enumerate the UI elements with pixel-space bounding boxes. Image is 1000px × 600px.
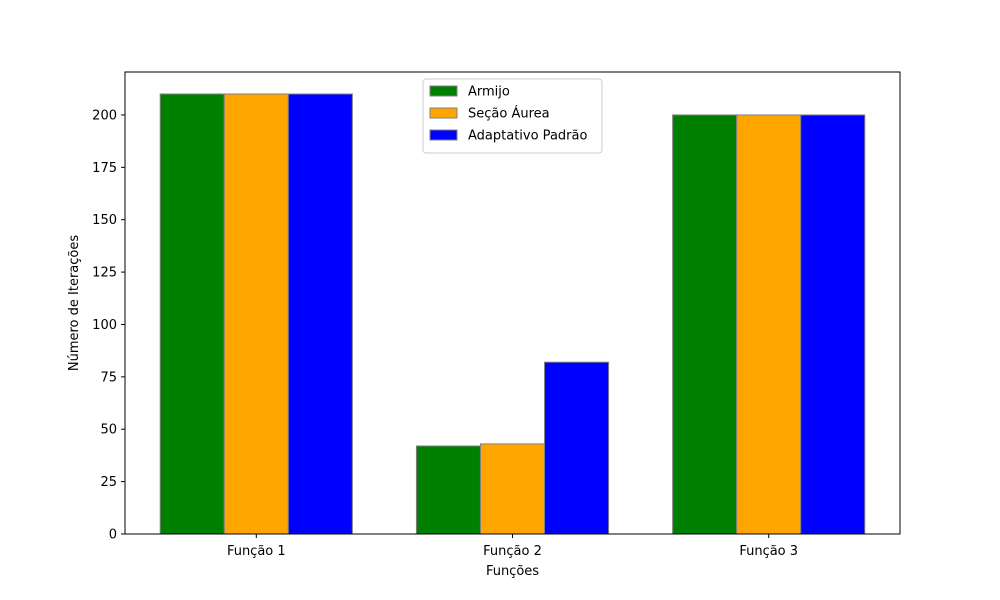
bar [544, 361, 610, 535]
legend-swatch [429, 129, 458, 141]
y-tick-label: 50 [100, 423, 117, 438]
y-tick-label: 125 [92, 266, 117, 281]
y-tick-label: 75 [100, 370, 117, 385]
y-tick-label: 0 [109, 528, 117, 543]
legend: Armijo Seção Áurea Adaptativo Padrão [422, 78, 603, 154]
y-tick-label: 25 [100, 475, 117, 490]
bar [223, 93, 289, 535]
bar [800, 114, 866, 535]
y-axis: 0 25 50 75 100 125 150 175 200 [92, 108, 125, 543]
legend-label: Adaptativo Padrão [468, 129, 587, 144]
x-axis-label: Funções [486, 564, 539, 579]
legend-label: Armijo [468, 85, 510, 100]
bar [159, 93, 225, 535]
bars-group [159, 93, 866, 535]
x-tick-label: Função 3 [739, 544, 798, 559]
bar [287, 93, 353, 535]
bar [415, 445, 481, 535]
legend-label: Seção Áurea [468, 106, 550, 122]
x-axis: Função 1 Função 2 Função 3 [227, 534, 798, 559]
y-axis-label: Número de Iterações [67, 235, 82, 371]
legend-swatch [429, 85, 458, 97]
y-tick-label: 175 [92, 161, 117, 176]
y-tick-label: 150 [92, 213, 117, 228]
bar [672, 114, 738, 535]
y-tick-label: 200 [92, 108, 117, 123]
x-tick-label: Função 2 [483, 544, 542, 559]
bar [736, 114, 802, 535]
y-tick-label: 100 [92, 318, 117, 333]
legend-swatch [429, 107, 458, 119]
legend-box [422, 78, 603, 154]
x-tick-label: Função 1 [227, 544, 286, 559]
bar [479, 443, 546, 535]
